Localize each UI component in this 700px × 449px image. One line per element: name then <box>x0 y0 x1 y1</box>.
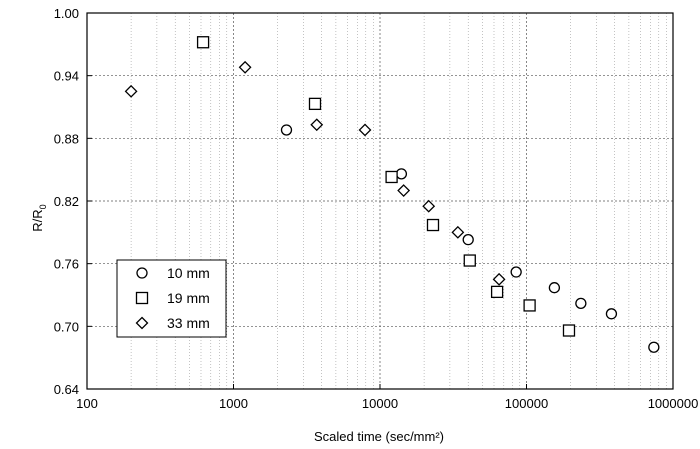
data-point-square <box>426 218 440 232</box>
legend-marker-circle <box>136 267 148 279</box>
data-point-diamond <box>124 84 138 98</box>
data-point-square <box>308 97 322 111</box>
data-point-square <box>463 254 476 267</box>
data-point-diamond <box>422 199 436 213</box>
y-tick-label: 0.70 <box>54 319 79 334</box>
series-diamond <box>124 60 506 286</box>
y-tick-label: 1.00 <box>54 6 79 21</box>
data-point-square <box>490 285 504 299</box>
legend-label: 10 mm <box>167 265 210 281</box>
series-square <box>196 36 576 337</box>
data-point-circle <box>280 124 293 136</box>
y-axis: 0.64 0.70 0.76 0.82 0.88 0.94 1.00 <box>54 6 92 397</box>
data-point-diamond <box>397 184 411 197</box>
data-point-circle <box>605 308 618 320</box>
legend-label: 19 mm <box>167 290 210 306</box>
x-tick-label: 1000 <box>219 396 248 411</box>
x-tick-label: 10000 <box>362 396 398 411</box>
y-tick-label: 0.94 <box>54 69 79 84</box>
series-circle <box>280 124 660 353</box>
data-point-circle <box>510 266 522 278</box>
y-tick-label: 0.64 <box>54 382 79 397</box>
y-tick-label: 0.76 <box>54 257 79 272</box>
data-point-circle <box>575 297 587 310</box>
legend-box <box>116 259 227 338</box>
data-points <box>124 36 660 353</box>
data-point-diamond <box>358 123 372 137</box>
data-point-square <box>562 324 576 337</box>
x-tick-label: 1000000 <box>648 396 699 411</box>
legend-marker-square <box>135 291 149 305</box>
data-point-circle <box>462 233 474 246</box>
data-point-circle <box>548 282 561 294</box>
x-axis-title: Scaled time (sec/mm²) <box>314 429 444 444</box>
data-point-square <box>523 299 536 312</box>
data-point-square <box>385 170 398 184</box>
data-point-square <box>196 36 210 49</box>
plot-frame <box>86 12 674 390</box>
x-tick-label: 100 <box>76 396 98 411</box>
x-axis: 100 1000 10000 100000 1000000 <box>76 384 698 411</box>
y-tick-label: 0.82 <box>54 194 79 209</box>
data-point-diamond <box>492 272 506 286</box>
data-point-diamond <box>451 225 465 239</box>
legend-marker-diamond <box>135 316 149 330</box>
y-axis-title-subscript: 0 <box>38 204 48 209</box>
data-point-diamond <box>238 60 252 74</box>
x-tick-label: 100000 <box>505 396 548 411</box>
y-tick-label: 0.88 <box>54 131 79 146</box>
data-point-circle <box>648 341 660 353</box>
y-axis-title: R/R0 <box>30 204 48 231</box>
data-point-diamond <box>310 118 324 132</box>
data-point-circle <box>395 168 408 180</box>
legend: 10 mm 19 mm 33 mm <box>116 259 227 338</box>
legend-label: 33 mm <box>167 315 210 331</box>
